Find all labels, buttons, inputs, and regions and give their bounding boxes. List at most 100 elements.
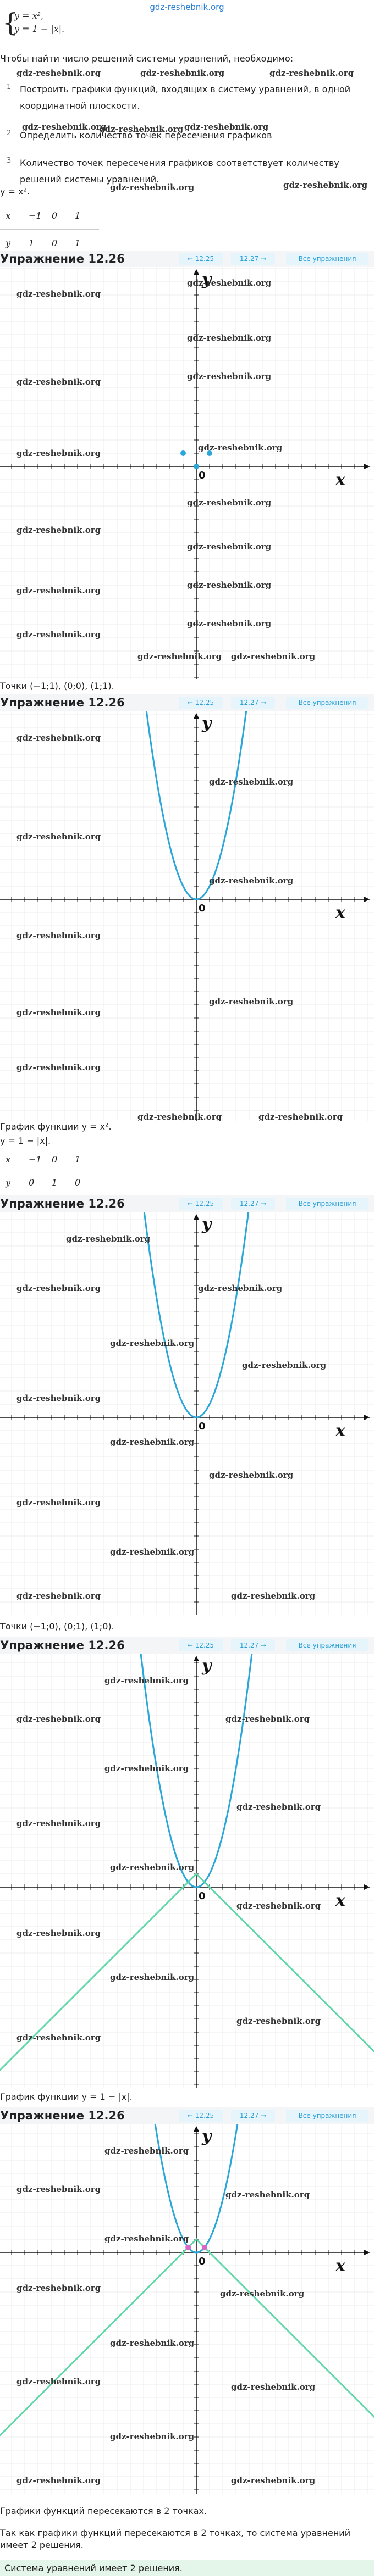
watermark: gdz-reshebnik.org <box>16 1062 101 1072</box>
answer-box: Система уравнений имеет 2 решения. <box>0 2560 374 2576</box>
nav-next[interactable]: 12.27 → <box>231 253 275 265</box>
nav-next[interactable]: 12.27 → <box>231 1639 275 1651</box>
watermark: gdz-reshebnik.org <box>110 1338 195 1348</box>
exercise-header: Упражнение 12.26 ← 12.25 12.27 → Все упражн… <box>0 1195 374 1212</box>
watermark: gdz-reshebnik.org <box>110 182 195 192</box>
exercise-header: Упражнение 12.26 ← 12.25 12.27 → Все упражн… <box>0 1637 374 1654</box>
watermark: gdz-reshebnik.org <box>16 1818 101 1828</box>
table-cell: 1 <box>75 238 81 248</box>
watermark: gdz-reshebnik.org <box>187 278 272 288</box>
y-axis-label: y <box>201 714 213 733</box>
watermark: gdz-reshebnik.org <box>16 2475 101 2485</box>
watermark: gdz-reshebnik.org <box>105 2146 189 2156</box>
nav-all[interactable]: Все упражнения <box>286 1639 369 1651</box>
watermark: gdz-reshebnik.org <box>231 652 316 661</box>
exercise-header: Упражнение 12.26 ← 12.25 12.27 → Все упражн… <box>0 694 374 711</box>
watermark: gdz-reshebnik.org <box>138 1112 222 1122</box>
nav-prev[interactable]: ← 12.25 <box>179 1639 223 1651</box>
intro-text: Чтобы найти число решений системы уравне… <box>0 53 294 64</box>
exercise-title: Упражнение 12.26 <box>0 2109 125 2122</box>
watermark: gdz-reshebnik.org <box>22 122 107 132</box>
nav-next[interactable]: 12.27 → <box>231 697 275 709</box>
origin-label: 0 <box>199 1421 206 1432</box>
nav-prev[interactable]: ← 12.25 <box>179 2110 223 2122</box>
watermark: gdz-reshebnik.org <box>105 2234 189 2244</box>
watermark: gdz-reshebnik.org <box>16 1928 101 1938</box>
watermark: gdz-reshebnik.org <box>16 2033 101 2043</box>
paragraph: График функции y = 1 − |x|. <box>0 2091 133 2102</box>
nav-prev[interactable]: ← 12.25 <box>179 697 223 709</box>
graph: x y 0 <box>0 1212 374 1615</box>
paragraph: Точки (−1;1), (0;0), (1;1). <box>0 681 114 691</box>
watermark: gdz-reshebnik.org <box>16 1714 101 1724</box>
x-axis-label: x <box>335 470 346 489</box>
watermark: gdz-reshebnik.org <box>16 832 101 842</box>
table-cell: 0 <box>75 1177 81 1188</box>
paragraph: y = 1 − |x|. <box>0 1136 51 1146</box>
y-arrow <box>194 2126 199 2132</box>
table-cell: y <box>6 1177 11 1188</box>
abs-curve <box>0 2238 374 2437</box>
origin-label: 0 <box>199 903 206 914</box>
curves <box>0 2124 374 2437</box>
step-text: Определить количество точек пересечения … <box>20 130 272 141</box>
parabola-curve <box>143 1212 250 1418</box>
watermark: gdz-reshebnik.org <box>242 1360 327 1370</box>
x-arrow <box>364 1415 370 1420</box>
table-cell: 1 <box>75 1154 81 1165</box>
table-cell: x <box>6 1154 11 1165</box>
watermark: gdz-reshebnik.org <box>110 1862 195 1872</box>
nav-prev[interactable]: ← 12.25 <box>179 1198 223 1210</box>
watermark: gdz-reshebnik.org <box>16 2184 101 2194</box>
watermark: gdz-reshebnik.org <box>231 2475 316 2485</box>
watermark: gdz-reshebnik.org <box>209 876 294 886</box>
y-arrow <box>194 713 199 719</box>
watermark: gdz-reshebnik.org <box>110 1437 195 1447</box>
watermark: gdz-reshebnik.org <box>187 498 272 508</box>
nav-all[interactable]: Все упражнения <box>286 2110 369 2122</box>
paragraph: График функции y = x². <box>0 1121 112 1132</box>
watermark: gdz-reshebnik.org <box>16 1393 101 1403</box>
nav-all[interactable]: Все упражнения <box>286 1198 369 1210</box>
watermark: gdz-reshebnik.org <box>99 124 184 134</box>
watermark: gdz-reshebnik.org <box>16 733 101 743</box>
nav-prev[interactable]: ← 12.25 <box>179 253 223 265</box>
watermark: gdz-reshebnik.org <box>16 1498 101 1507</box>
watermark: gdz-reshebnik.org <box>16 289 101 299</box>
exercise-header: Упражнение 12.26 ← 12.25 12.27 → Все упражн… <box>0 251 374 267</box>
watermark: gdz-reshebnik.org <box>283 180 368 190</box>
table-cell: 1 <box>75 210 81 221</box>
abs-curve <box>0 1872 374 2072</box>
watermark: gdz-reshebnik.org <box>110 1972 195 1982</box>
watermark: gdz-reshebnik.org <box>16 448 101 458</box>
nav-next[interactable]: 12.27 → <box>231 2110 275 2122</box>
step-number: 2 <box>7 129 12 137</box>
exercise-title: Упражнение 12.26 <box>0 696 125 709</box>
watermark: gdz-reshebnik.org <box>237 1901 321 1911</box>
parabola-curve <box>145 711 248 900</box>
watermark: gdz-reshebnik.org <box>226 2190 310 2200</box>
point <box>194 464 199 469</box>
watermark: gdz-reshebnik.org <box>140 68 225 78</box>
step-number: 1 <box>7 83 12 91</box>
nav-next[interactable]: 12.27 → <box>231 1198 275 1210</box>
nav-all[interactable]: Все упражнения <box>286 253 369 265</box>
exercise-title: Упражнение 12.26 <box>0 1197 125 1210</box>
table-cell: 0 <box>52 210 58 221</box>
curves <box>145 711 248 900</box>
table-cell: 0 <box>52 1154 58 1165</box>
table-cell: x <box>6 210 11 221</box>
nav-all[interactable]: Все упражнения <box>286 697 369 709</box>
table-cell: y <box>6 238 11 248</box>
origin-label: 0 <box>199 2256 206 2267</box>
curves <box>143 1212 250 1418</box>
curves <box>0 1654 374 2072</box>
watermark: gdz-reshebnik.org <box>16 586 101 596</box>
watermark: gdz-reshebnik.org <box>105 1763 189 1773</box>
y-arrow <box>194 1656 199 1661</box>
paragraph: Графики функций пересекаются в 2 точках. <box>0 2506 207 2516</box>
site-link: gdz-reshebnik.org <box>150 2 224 12</box>
point <box>201 2244 207 2250</box>
table-cell: 1 <box>29 238 35 248</box>
